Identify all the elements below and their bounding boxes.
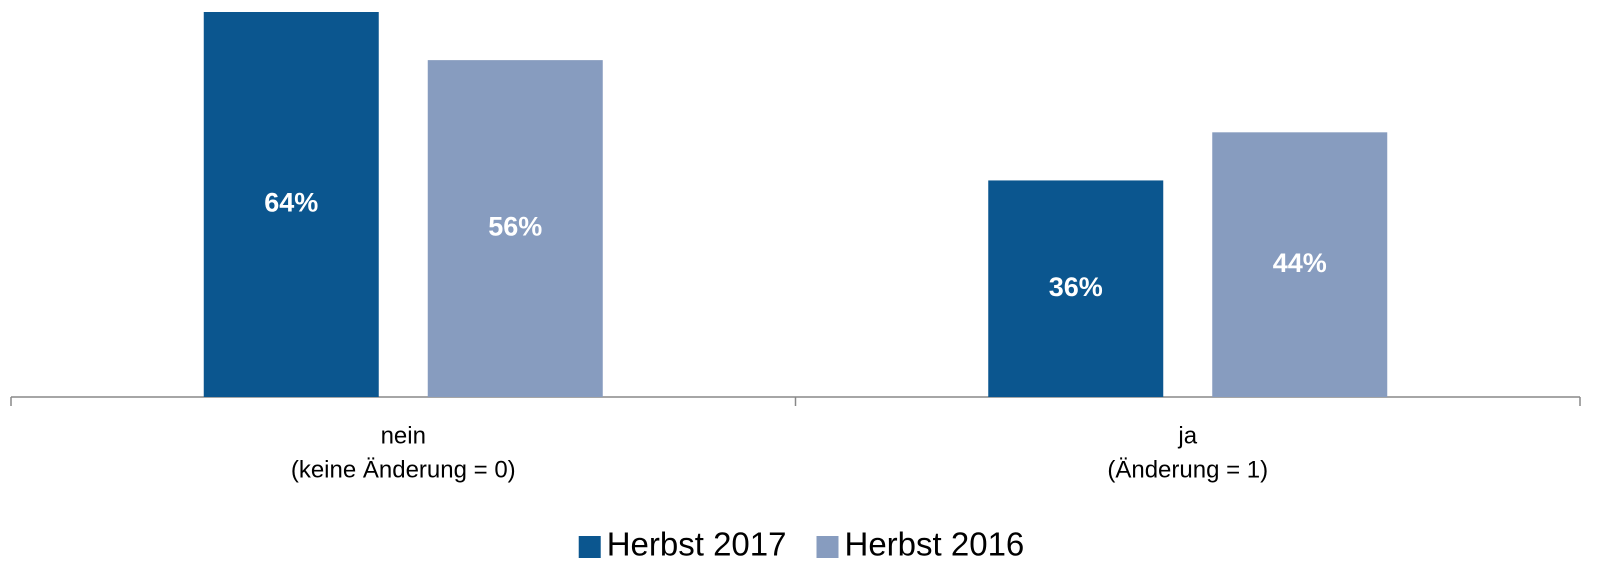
bar — [203, 12, 379, 397]
x-tick-label: (Änderung = 1) — [1107, 456, 1268, 483]
value-label: 56% — [488, 212, 542, 242]
value-label: 64% — [264, 188, 318, 218]
x-tick-label: nein — [381, 422, 426, 449]
bar — [427, 60, 603, 397]
value-label: 36% — [1049, 272, 1103, 302]
bar — [988, 180, 1164, 397]
legend-swatch — [816, 536, 839, 558]
value-label: 44% — [1273, 248, 1327, 278]
x-tick-label: (keine Änderung = 0) — [291, 456, 516, 483]
legend-label: Herbst 2017 — [607, 526, 787, 563]
legend-swatch — [578, 536, 601, 558]
bar — [1212, 132, 1388, 397]
legend-label: Herbst 2016 — [845, 526, 1025, 563]
x-tick-label: ja — [1177, 422, 1197, 449]
legend: Herbst 2017 Herbst 2016 — [578, 526, 1025, 563]
